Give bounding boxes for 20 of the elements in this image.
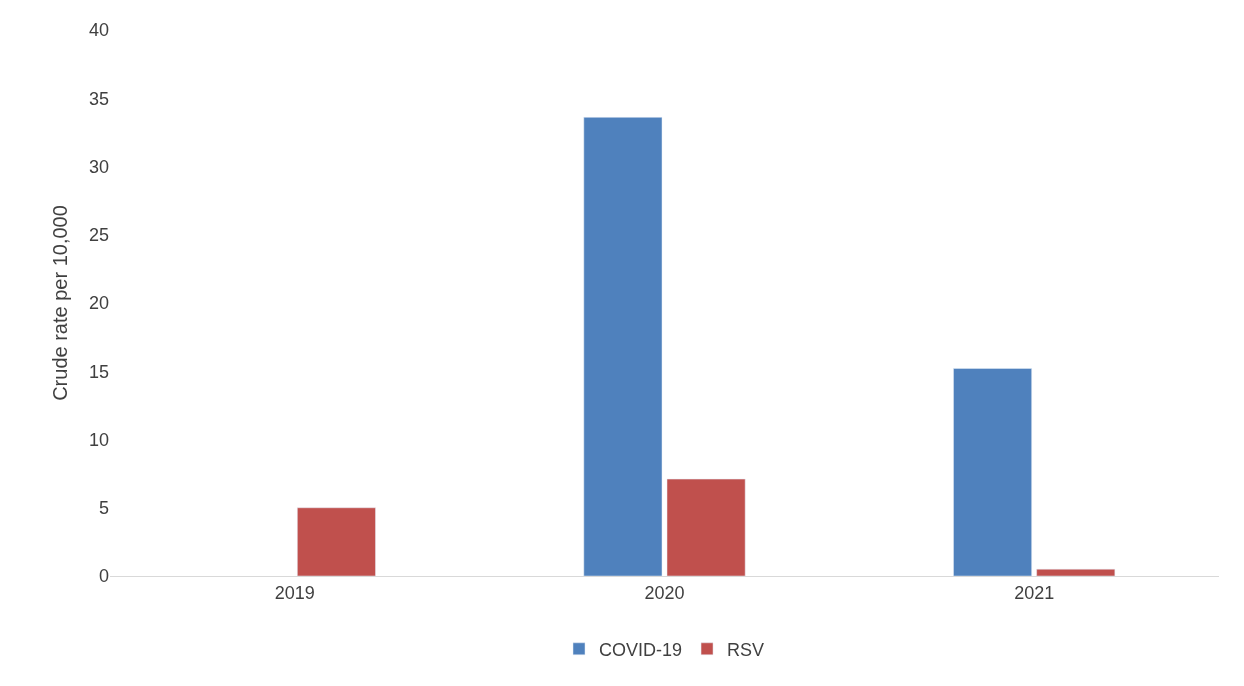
y-tick-label: 5	[98, 498, 109, 519]
y-tick-label: 15	[88, 361, 109, 382]
bar	[297, 507, 376, 576]
legend-label: COVID-19	[599, 639, 683, 660]
x-tick-label: 2020	[644, 582, 685, 603]
bar	[583, 117, 663, 576]
y-tick-label: 25	[88, 225, 109, 246]
y-tick-label: 20	[88, 293, 109, 314]
legend-label: RSV	[727, 639, 765, 660]
y-tick-label: 40	[88, 20, 109, 41]
bar	[1036, 568, 1116, 576]
bar	[666, 478, 746, 576]
y-tick-label: 30	[88, 156, 109, 177]
bar	[953, 368, 1032, 576]
x-tick-label: 2019	[274, 582, 315, 603]
y-tick-label: 35	[88, 88, 109, 109]
x-tick-label: 2021	[1014, 582, 1055, 603]
y-tick-label: 0	[98, 566, 109, 587]
y-tick-label: 10	[88, 429, 109, 450]
y-axis-title: Crude rate per 10,000	[49, 205, 72, 401]
